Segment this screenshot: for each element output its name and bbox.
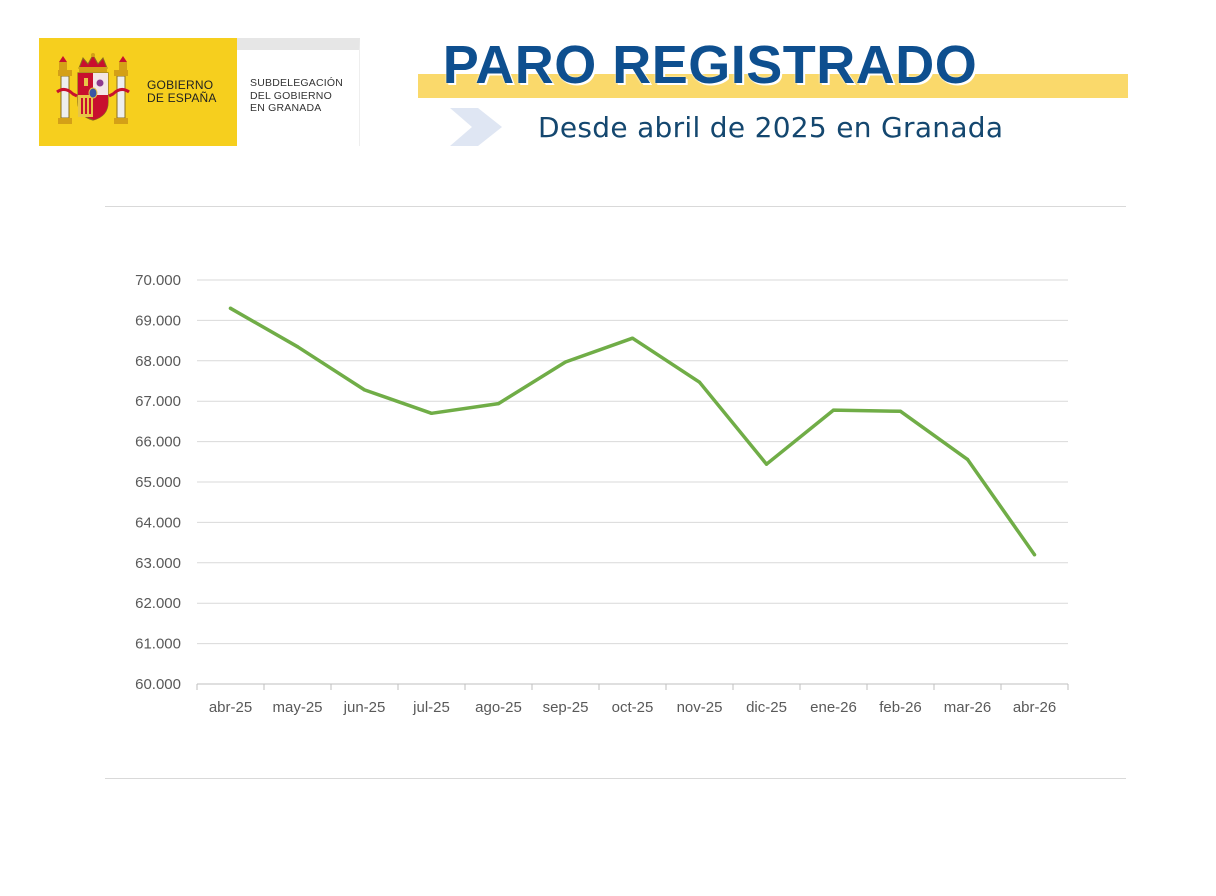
data-point xyxy=(630,336,635,340)
divider-bottom xyxy=(105,778,1126,779)
data-point xyxy=(898,409,903,413)
government-line-2: DE ESPAÑA xyxy=(147,91,217,105)
subdelegacion-block: SUBDELEGACIÓN DEL GOBIERNO EN GRANADA xyxy=(237,38,360,146)
government-name: GOBIERNO DE ESPAÑA xyxy=(147,79,233,105)
coat-of-arms-icon xyxy=(56,53,130,124)
x-tick-label: jul-25 xyxy=(412,699,450,716)
y-tick-label: 62.000 xyxy=(135,595,181,612)
subdelegacion-line-2: DEL GOBIERNO xyxy=(250,89,332,102)
government-line-1: GOBIERNO xyxy=(147,78,214,92)
y-tick-label: 70.000 xyxy=(135,272,181,289)
y-tick-label: 69.000 xyxy=(135,312,181,329)
chevron-right-icon xyxy=(450,108,502,146)
x-tick-label: oct-25 xyxy=(612,699,654,716)
x-tick-label: may-25 xyxy=(272,699,322,716)
page-subtitle: Desde abril de 2025 en Granada xyxy=(538,111,1004,144)
series-line xyxy=(228,306,1037,557)
grid-lines xyxy=(197,279,1068,685)
page-title: PARO REGISTRADO xyxy=(418,32,1178,98)
y-tick-label: 64.000 xyxy=(135,514,181,531)
data-point xyxy=(295,345,300,349)
y-tick-label: 63.000 xyxy=(135,555,181,572)
data-point xyxy=(228,306,233,310)
data-point xyxy=(831,408,836,412)
x-tick-label: dic-25 xyxy=(746,699,787,716)
data-point xyxy=(697,380,702,384)
y-tick-label: 65.000 xyxy=(135,474,181,491)
data-point xyxy=(429,411,434,415)
x-tick-label: jun-25 xyxy=(343,699,386,716)
x-tick-label: sep-25 xyxy=(543,699,589,716)
data-point xyxy=(764,462,769,466)
y-tick-label: 61.000 xyxy=(135,636,181,653)
y-tick-label: 66.000 xyxy=(135,434,181,451)
y-tick-label: 60.000 xyxy=(135,676,181,693)
x-tick-label: mar-26 xyxy=(944,699,992,716)
x-tick-label: abr-26 xyxy=(1013,699,1056,716)
y-axis-labels: 60.000 61.000 62.000 63.000 64.000 65.000 66.0… xyxy=(135,272,181,693)
header: GOBIERNO DE ESPAÑA SUBDELEGACIÓN DEL GOB… xyxy=(0,0,1216,170)
page-title-text: PARO REGISTRADO xyxy=(442,35,978,95)
data-point xyxy=(965,457,970,461)
data-point xyxy=(1032,553,1037,557)
data-point xyxy=(563,360,568,364)
divider-top xyxy=(105,206,1126,207)
gobierno-logo: GOBIERNO DE ESPAÑA xyxy=(39,38,237,146)
x-tick-label: abr-25 xyxy=(209,699,252,716)
y-tick-label: 68.000 xyxy=(135,353,181,370)
x-tick-label: ene-26 xyxy=(810,699,857,716)
x-axis xyxy=(196,683,1069,690)
x-axis-labels: abr-25 may-25 jun-25 jul-25 ago-25 sep-25 oct-… xyxy=(209,699,1056,716)
series-layer xyxy=(228,306,1037,557)
line-chart: 60.000 61.000 62.000 63.000 64.000 65.000 66.0… xyxy=(135,272,1069,716)
subdelegacion-line-1: SUBDELEGACIÓN xyxy=(250,77,344,89)
data-point xyxy=(496,402,501,406)
x-tick-label: ago-25 xyxy=(475,699,522,716)
subdelegacion-name: SUBDELEGACIÓN DEL GOBIERNO EN GRANADA xyxy=(250,77,360,115)
x-tick-label: feb-26 xyxy=(879,699,922,716)
title-highlight-bar xyxy=(418,74,1128,98)
x-tick-label: nov-25 xyxy=(677,699,723,716)
subdelegacion-line-3: EN GRANADA xyxy=(250,102,322,114)
y-tick-label: 67.000 xyxy=(135,393,181,410)
data-point xyxy=(362,388,367,392)
